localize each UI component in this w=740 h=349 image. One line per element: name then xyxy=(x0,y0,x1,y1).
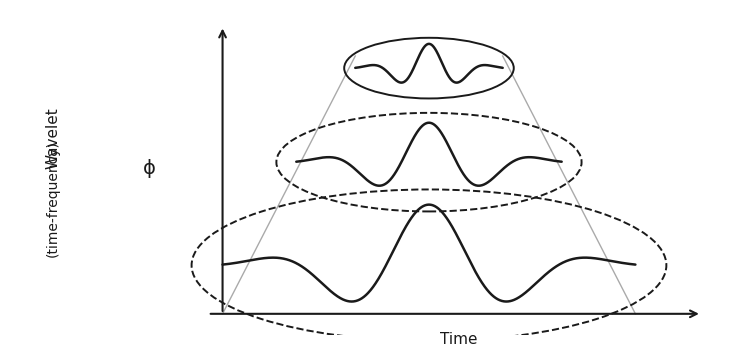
Text: Wavelet: Wavelet xyxy=(45,107,61,169)
Text: ϕ: ϕ xyxy=(142,159,155,178)
Text: Time: Time xyxy=(440,332,477,347)
Text: (time-frequency): (time-frequency) xyxy=(46,140,60,257)
